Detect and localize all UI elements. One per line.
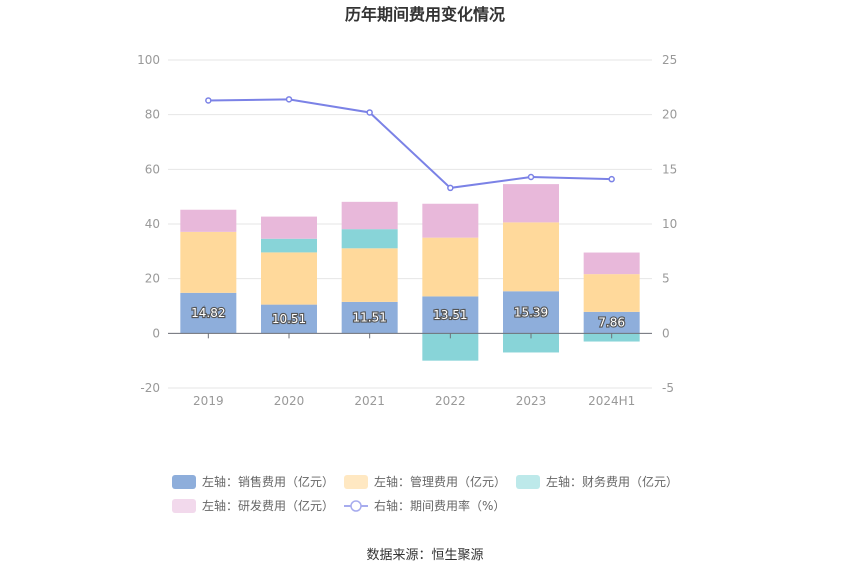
bar-segment-1-2022 <box>422 237 479 297</box>
bar-segment-1-2020 <box>261 252 317 305</box>
right-tick-label: 25 <box>662 53 677 67</box>
data-labels: 14.82 10.51 11.51 13.51 15.39 7.86 <box>190 304 626 330</box>
x-tick-label: 2019 <box>193 394 224 408</box>
right-tick-label: 0 <box>662 326 670 340</box>
rate-point-2022 <box>447 184 454 192</box>
bar-segment-0-2022 <box>422 296 479 334</box>
bar-segment-2-2021 <box>341 229 398 249</box>
rate-point-2019 <box>205 97 212 104</box>
rate-point-2023 <box>527 173 535 181</box>
left-tick-label: 100 <box>137 53 160 67</box>
bar-segment-3-2019 <box>180 209 237 232</box>
left-axis: 100 80 60 40 20 0 -20 <box>137 53 160 395</box>
right-tick-label: 10 <box>662 217 677 231</box>
bar-segment-0-2024H1 <box>583 311 640 334</box>
bar-segment-3-2022 <box>422 203 479 238</box>
right-tick-label: 20 <box>662 108 677 122</box>
legend-line-marker <box>350 500 362 512</box>
right-axis: 25 20 15 10 5 0 -5 <box>662 53 677 395</box>
bar-segment-0-2023 <box>503 291 559 334</box>
rate-line <box>208 98 612 189</box>
rate-point-2021 <box>366 109 373 116</box>
legend-swatch <box>344 475 368 489</box>
bar-segment-2-2023 <box>503 333 559 353</box>
bar-segment-0-2020 <box>261 304 317 334</box>
x-axis: 2019 2020 2021 2022 2023 2024H1 <box>193 333 635 408</box>
chart-title: 历年期间费用变化情况 <box>345 5 505 24</box>
sales-value-label: 11.51 <box>352 311 386 325</box>
rate-point-2020 <box>285 96 293 103</box>
x-tick-label: 2022 <box>435 394 466 408</box>
legend-item[interactable]: 左轴：销售费用（亿元） <box>172 474 334 489</box>
bar-segment-0-2019 <box>180 292 237 334</box>
bar-segment-3-2024H1 <box>583 252 640 275</box>
left-tick-label: -20 <box>140 381 160 395</box>
legend-label: 左轴：研发费用（亿元） <box>202 498 334 513</box>
legend-item[interactable]: 左轴：财务费用（亿元） <box>516 474 678 489</box>
bar-segment-0-2021 <box>341 301 398 334</box>
x-tick-label: 2021 <box>354 394 385 408</box>
x-tick-label: 2020 <box>274 394 305 408</box>
sales-value-label: 7.86 <box>598 316 625 330</box>
sales-value-label: 14.82 <box>191 306 225 320</box>
bar-segment-1-2023 <box>503 222 559 292</box>
legend-label: 左轴：管理费用（亿元） <box>374 474 506 489</box>
legend-swatch <box>172 499 196 513</box>
right-tick-label: 5 <box>662 272 670 286</box>
legend-item[interactable]: 左轴：研发费用（亿元） <box>172 498 334 513</box>
rate-point-2024H1 <box>608 175 615 183</box>
bar-segment-3-2020 <box>261 216 317 239</box>
bar-series <box>180 184 640 361</box>
legend-swatch <box>516 475 540 489</box>
sales-value-label: 15.39 <box>514 305 548 319</box>
left-tick-label: 40 <box>145 217 160 231</box>
sales-value-label: 13.51 <box>433 308 467 322</box>
legend-item[interactable]: 左轴：管理费用（亿元） <box>344 474 506 489</box>
left-tick-label: 0 <box>152 326 160 340</box>
rate-line-series <box>205 96 615 192</box>
left-tick-label: 60 <box>145 162 160 176</box>
sales-value-label: 10.51 <box>272 312 306 326</box>
legend[interactable]: 左轴：销售费用（亿元） 左轴：管理费用（亿元） 左轴：财务费用（亿元） 左轴：研发费用… <box>172 474 678 513</box>
bar-segment-3-2023 <box>503 184 559 223</box>
bar-segment-2-2020 <box>261 238 317 253</box>
data-source: 数据来源：恒生聚源 <box>366 548 483 563</box>
left-tick-label: 20 <box>145 272 160 286</box>
bar-segment-1-2024H1 <box>583 274 640 312</box>
legend-label: 右轴：期间费用率（%） <box>374 498 505 513</box>
bar-segment-1-2021 <box>341 248 398 302</box>
legend-label: 左轴：财务费用（亿元） <box>546 474 678 489</box>
legend-label: 左轴：销售费用（亿元） <box>202 474 334 489</box>
x-tick-label: 2024H1 <box>588 394 635 408</box>
left-tick-label: 80 <box>145 108 160 122</box>
legend-swatch <box>172 475 196 489</box>
right-tick-label: 15 <box>662 162 677 176</box>
x-tick-label: 2023 <box>516 394 547 408</box>
right-tick-label: -5 <box>662 381 674 395</box>
gridlines <box>168 59 652 389</box>
bar-segment-3-2021 <box>341 201 398 230</box>
bar-segment-1-2019 <box>180 231 237 293</box>
legend-item[interactable]: 右轴：期间费用率（%） <box>344 498 505 513</box>
